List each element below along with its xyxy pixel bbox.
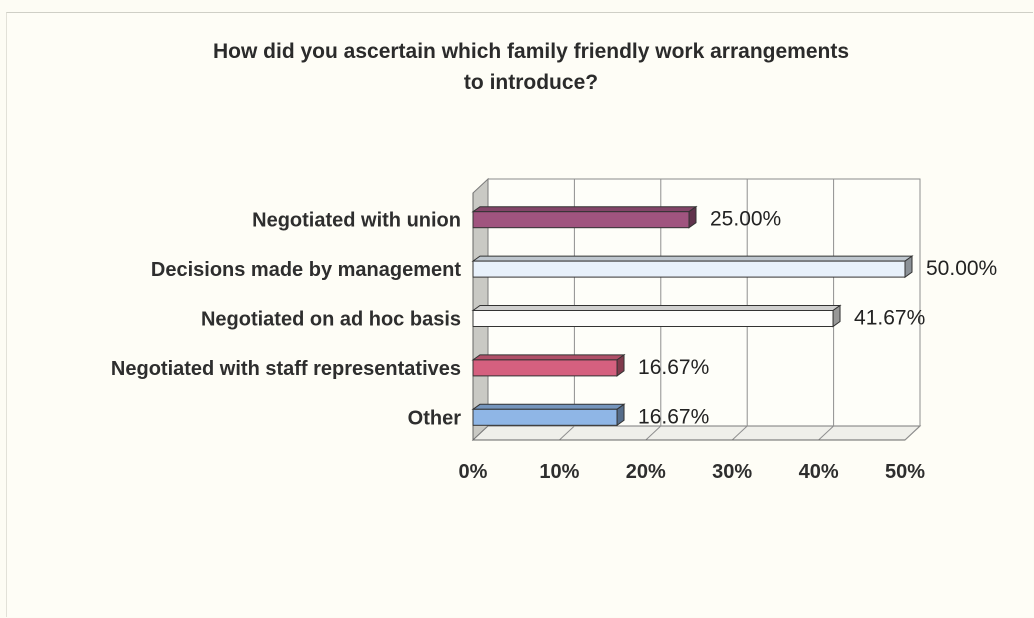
x-tick-label: 10% xyxy=(539,461,579,483)
data-label: 16.67% xyxy=(638,356,709,379)
floor-gridline-10 xyxy=(559,425,575,441)
bar xyxy=(472,408,618,426)
data-label: 50.00% xyxy=(926,257,997,280)
category-label: Negotiated with union xyxy=(252,210,461,232)
floor-gridline-30 xyxy=(731,425,748,441)
bar-top-face xyxy=(471,354,626,361)
bar xyxy=(472,211,690,229)
category-label: Negotiated on ad hoc basis xyxy=(201,309,461,331)
x-tick-label: 0% xyxy=(459,461,488,483)
bar-top-face xyxy=(471,255,914,262)
x-tick-label: 30% xyxy=(712,461,752,483)
bar-top-face xyxy=(471,206,698,213)
x-tick-label: 50% xyxy=(885,461,925,483)
data-label: 41.67% xyxy=(854,307,925,330)
bar xyxy=(472,260,906,278)
category-label: Other xyxy=(408,407,462,429)
chart-title-line-1: How did you ascertain which family frien… xyxy=(213,40,849,63)
x-tick-label: 40% xyxy=(799,461,839,483)
floor-gridline-50 xyxy=(904,425,921,441)
chart-title: How did you ascertain which family frien… xyxy=(0,36,1034,98)
bar-top-face xyxy=(471,305,842,311)
bar xyxy=(472,310,834,327)
bar-top-face xyxy=(471,403,626,410)
category-label: Decisions made by management xyxy=(151,259,461,281)
floor-gridline-40 xyxy=(818,425,834,441)
chart-title-line-2: to introduce? xyxy=(463,71,599,94)
category-label: Negotiated with staff representatives xyxy=(111,358,461,380)
x-tick-label: 20% xyxy=(626,461,666,483)
floor-gridline-20 xyxy=(645,425,662,441)
data-label: 25.00% xyxy=(710,208,781,231)
bar xyxy=(472,359,618,377)
data-label: 16.67% xyxy=(638,405,709,428)
